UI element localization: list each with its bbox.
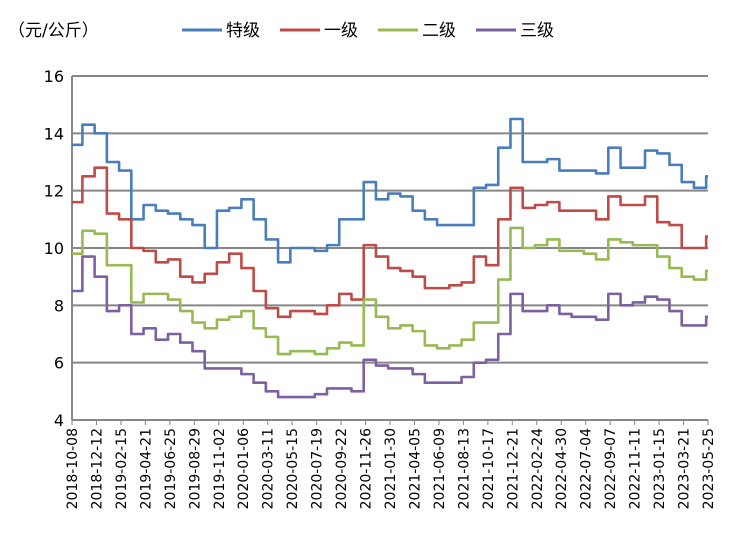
x-tick-label: 2019-04-21 [138, 428, 154, 509]
x-tick-label: 2018-10-08 [65, 428, 81, 509]
y-tick-label: 12 [44, 182, 64, 201]
y-axis-unit-label: （元/公斤） [8, 21, 99, 41]
x-tick-label: 2021-10-17 [481, 428, 497, 509]
y-tick-label: 10 [44, 239, 64, 258]
x-tick-label: 2022-09-07 [603, 428, 619, 509]
series-line-1 [72, 166, 708, 319]
legend-label: 三级 [520, 21, 554, 41]
x-tick-label: 2021-08-13 [456, 428, 472, 509]
x-tick-label: 2020-09-22 [334, 428, 350, 509]
y-tick-label: 16 [44, 67, 64, 86]
x-tick-label: 2021-12-21 [505, 428, 521, 509]
x-tick-label: 2021-06-09 [432, 428, 448, 509]
x-tick-label: 2021-04-05 [407, 428, 423, 509]
series-line-2 [72, 226, 708, 356]
series-line-0 [72, 117, 708, 264]
x-tick-label: 2021-01-30 [383, 428, 399, 509]
y-tick-label: 8 [54, 296, 64, 315]
x-tick-label: 2023-01-15 [652, 428, 668, 509]
x-tick-label: 2019-11-02 [212, 428, 228, 509]
y-tick-label: 14 [44, 124, 64, 143]
series-line-3 [72, 255, 708, 399]
x-tick-label: 2022-04-30 [554, 428, 570, 509]
x-tick-label: 2020-01-06 [236, 428, 252, 509]
x-tick-label: 2022-02-24 [530, 428, 546, 509]
x-tick-label: 2019-06-25 [163, 428, 179, 509]
legend-label: 二级 [422, 21, 456, 41]
x-tick-label: 2022-11-11 [628, 428, 644, 509]
x-tick-label: 2020-11-26 [359, 428, 375, 509]
legend-label: 一级 [324, 21, 358, 41]
x-tick-label: 2023-05-25 [701, 428, 717, 509]
x-tick-label: 2020-07-19 [310, 428, 326, 509]
x-tick-label: 2019-08-29 [187, 428, 203, 509]
x-tick-label: 2018-12-12 [89, 428, 105, 509]
x-tick-label: 2020-03-11 [261, 428, 277, 509]
x-tick-label: 2020-05-15 [285, 428, 301, 509]
legend-label: 特级 [226, 21, 260, 41]
x-tick-label: 2023-03-21 [677, 428, 693, 509]
x-tick-label: 2022-07-04 [579, 428, 595, 509]
y-tick-label: 4 [54, 411, 64, 430]
y-tick-label: 6 [54, 354, 64, 373]
x-tick-label: 2019-02-15 [114, 428, 130, 509]
